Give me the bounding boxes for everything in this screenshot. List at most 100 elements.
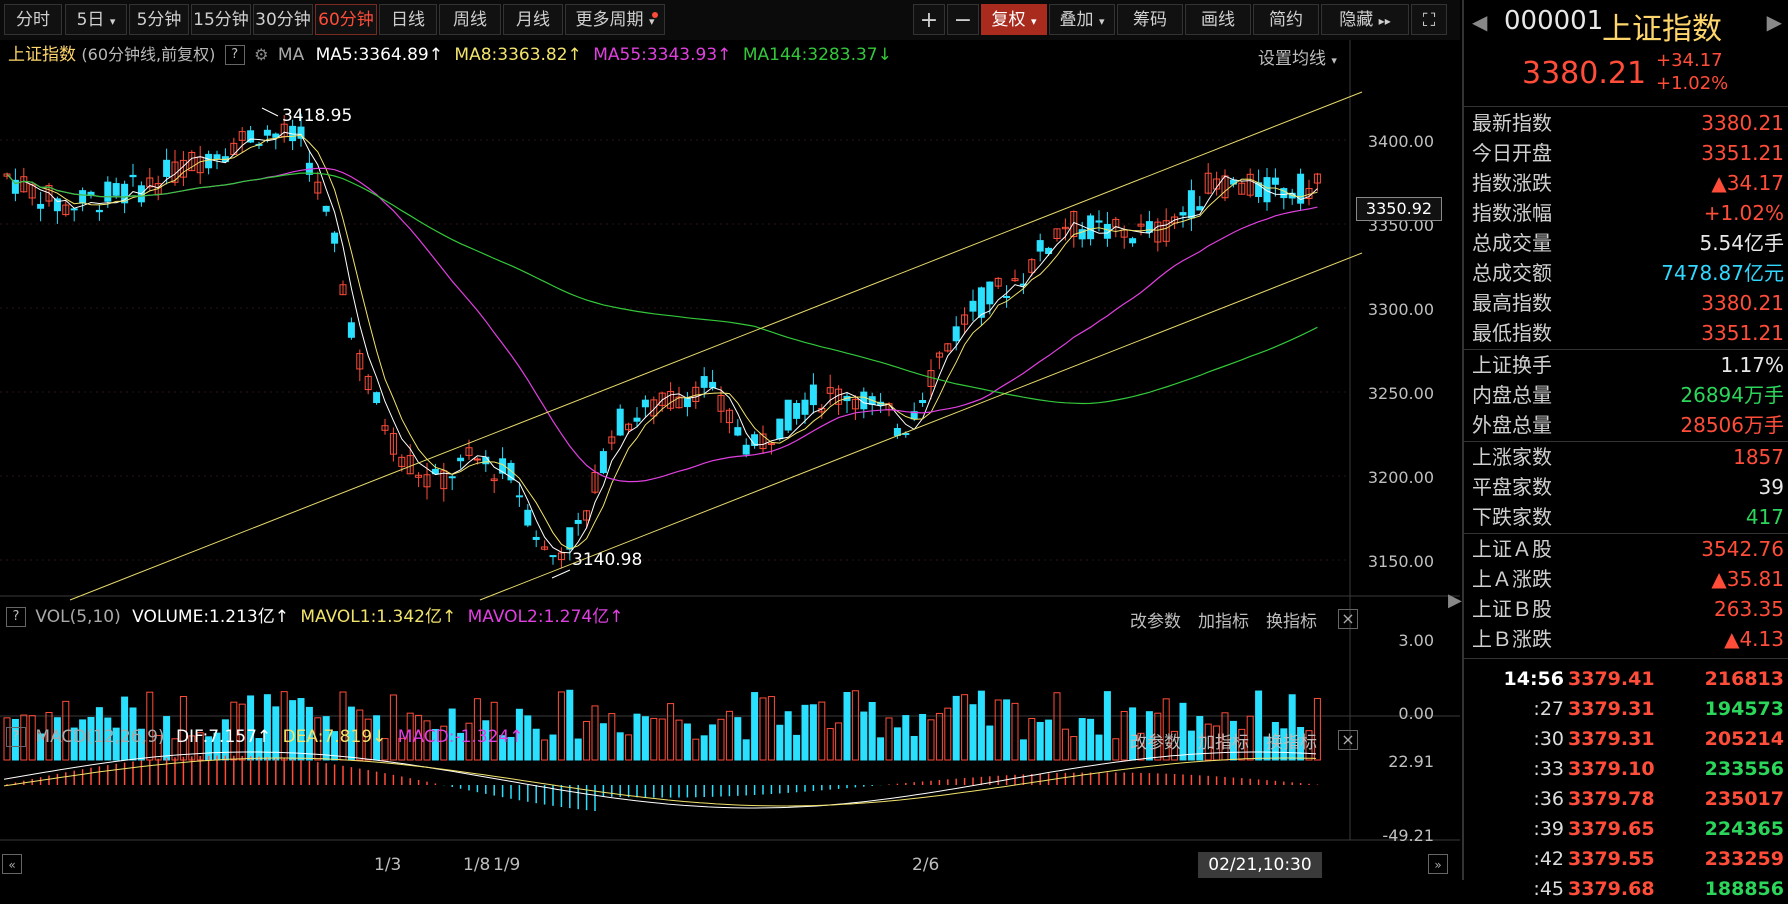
volume-bar <box>902 715 910 761</box>
tick-row: :27 3379.31 194573 <box>1472 694 1784 724</box>
volume-bar <box>986 725 994 761</box>
stat-row: 平盘家数 39 <box>1472 472 1784 502</box>
stat-row: 上涨家数 1857 <box>1472 442 1784 472</box>
stat-row: 今日开盘 3351.21 <box>1472 138 1784 168</box>
volume-bar <box>79 719 87 761</box>
candle-body <box>650 399 658 417</box>
volume-bar <box>482 720 490 761</box>
volume-bar <box>994 699 1002 761</box>
candle-body <box>969 300 977 312</box>
fullscreen-icon[interactable]: ⛶ <box>1411 4 1447 35</box>
help-icon[interactable]: ? <box>224 45 245 65</box>
panel-collapse-icon[interactable]: ▶ <box>1448 590 1462 611</box>
stat-value: ▲4.13 <box>1724 627 1784 651</box>
candle-body <box>1028 259 1036 273</box>
stat-row: 上Ｂ涨跌 ▲4.13 <box>1472 624 1784 654</box>
candle-body <box>314 181 322 194</box>
adjust-button[interactable]: 复权 ▾ <box>981 4 1047 35</box>
candle-body <box>944 343 952 352</box>
candle-body <box>1003 295 1011 298</box>
period-tab-30min[interactable]: 30分钟 <box>253 4 313 35</box>
macd-switch-indicator-button[interactable]: 换指标 <box>1266 733 1317 753</box>
arrow-up-icon: ↑ <box>256 727 272 747</box>
hide-label: 隐藏 <box>1339 10 1374 30</box>
draw-button[interactable]: 画线 <box>1185 4 1251 35</box>
period-tab-monthly[interactable]: 月线 <box>503 4 563 35</box>
current-price: 3380.21 <box>1522 56 1647 91</box>
period-tab-intraday[interactable]: 分时 <box>4 4 62 35</box>
period-tab-5min[interactable]: 5分钟 <box>129 4 189 35</box>
period-tab-15min[interactable]: 15分钟 <box>191 4 251 35</box>
volume-bar <box>1112 738 1120 761</box>
candle-body <box>541 546 549 550</box>
period-tab-more[interactable]: 更多周期 ▾ <box>565 4 665 35</box>
scroll-left-icon[interactable]: « <box>2 854 22 874</box>
volume-bar <box>1162 698 1170 761</box>
gear-icon[interactable]: ⚙ <box>254 45 269 64</box>
volume-bar <box>1171 730 1179 761</box>
candle-body <box>751 434 759 446</box>
stat-label: 内盘总量 <box>1472 383 1552 407</box>
zoom-out-button[interactable]: − <box>947 4 979 35</box>
volume-bar <box>515 708 523 761</box>
volume-bar <box>305 706 313 761</box>
current-price-tag: 3350.92 <box>1356 197 1442 221</box>
volume-bar <box>415 714 423 761</box>
period-tab-daily[interactable]: 日线 <box>379 4 437 35</box>
main-indicator-row: 上证指数 (60分钟线,前复权) ? ⚙ MA MA5:3364.89↑ MA8… <box>8 42 892 68</box>
candle-body <box>53 198 61 212</box>
vol-edit-params-button[interactable]: 改参数 <box>1130 612 1181 632</box>
close-icon[interactable]: × <box>1338 609 1358 629</box>
kline-chart[interactable] <box>0 40 1460 880</box>
volume-bar <box>1078 718 1086 761</box>
volume-bar <box>381 738 389 761</box>
prev-stock-icon[interactable]: ◀ <box>1472 10 1488 34</box>
volume-bar <box>87 716 95 761</box>
macd-edit-params-button[interactable]: 改参数 <box>1130 733 1181 753</box>
volume-bar <box>759 697 767 761</box>
candle-body <box>591 472 599 493</box>
period-more-label: 更多周期 <box>575 10 644 30</box>
candle-body <box>1095 220 1103 223</box>
zoom-in-button[interactable]: + <box>913 4 945 35</box>
stat-label: 指数涨幅 <box>1472 201 1552 225</box>
volume-bar <box>1145 711 1153 761</box>
cursor-time-tag: 02/21,10:30 <box>1198 852 1322 878</box>
mavol1-value: MAVOL1:1.342亿 <box>300 607 442 627</box>
stock-name: 上证指数 <box>1602 12 1722 47</box>
volume-bar <box>1087 718 1095 761</box>
scroll-right-icon[interactable]: » <box>1428 854 1448 874</box>
volume-bar <box>1313 697 1321 761</box>
period-tab-weekly[interactable]: 周线 <box>439 4 501 35</box>
chips-button[interactable]: 筹码 <box>1117 4 1183 35</box>
candle-body <box>919 400 927 404</box>
overlay-button[interactable]: 叠加 ▾ <box>1049 4 1115 35</box>
tick-time: :36 <box>1533 788 1564 810</box>
volume-bar <box>1196 715 1204 761</box>
ma5-value: MA5:3364.89 <box>315 45 429 65</box>
stat-label: 上证Ｂ股 <box>1472 597 1552 621</box>
simple-button[interactable]: 简约 <box>1253 4 1319 35</box>
candle-body <box>1129 238 1137 244</box>
hide-button[interactable]: 隐藏 ▸▸ <box>1321 4 1409 35</box>
mavol2-value: MAVOL2:1.274亿 <box>467 607 610 627</box>
help-icon[interactable]: ? <box>6 607 26 627</box>
notification-dot <box>652 12 658 18</box>
close-icon[interactable]: × <box>1338 730 1358 750</box>
stat-label: 上Ｂ涨跌 <box>1472 627 1552 651</box>
dea-value: DEA:7.819 <box>282 727 373 747</box>
macd-add-indicator-button[interactable]: 加指标 <box>1198 733 1249 753</box>
ma-settings-button[interactable]: 设置均线 ▾ <box>1258 44 1337 69</box>
stat-value: ▲35.81 <box>1711 567 1784 591</box>
help-icon[interactable]: ? <box>6 727 26 747</box>
vol-switch-indicator-button[interactable]: 换指标 <box>1266 612 1317 632</box>
tick-price: 3379.68 <box>1568 878 1655 900</box>
volume-bar <box>1229 720 1237 761</box>
volume-bar <box>356 709 364 761</box>
ma55-value: MA55:3343.93 <box>593 45 718 65</box>
period-tab-60min[interactable]: 60分钟 <box>315 4 377 35</box>
vol-add-indicator-button[interactable]: 加指标 <box>1198 612 1249 632</box>
period-tab-5day[interactable]: 5日 ▾ <box>65 4 127 35</box>
candle-body <box>1011 278 1019 282</box>
next-stock-icon[interactable]: ▶ <box>1766 10 1782 34</box>
